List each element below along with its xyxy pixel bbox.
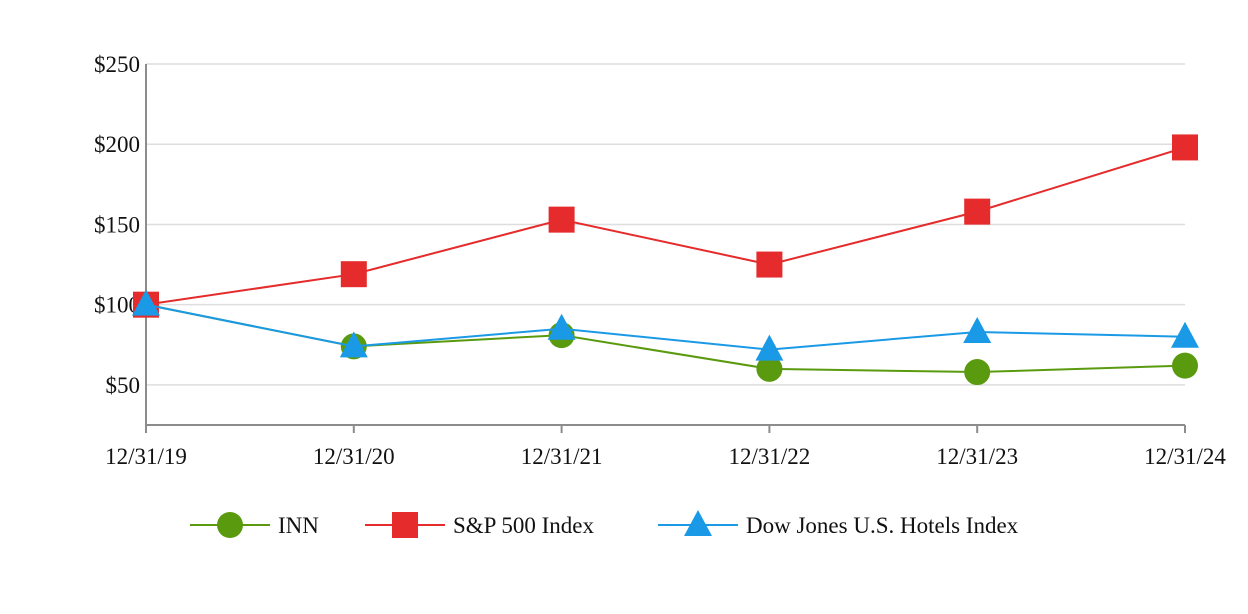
data-point-circle xyxy=(1172,352,1198,379)
data-point-square xyxy=(756,251,783,278)
x-tick-label: 12/31/24 xyxy=(1144,444,1226,469)
legend: INN S&P 500 Index Dow Jones U.S. Hotels In… xyxy=(190,510,1019,538)
x-tick-label: 12/31/20 xyxy=(313,444,395,469)
y-tick-label: $100 xyxy=(94,293,140,318)
x-tick-label: 12/31/19 xyxy=(105,444,187,469)
data-point-triangle xyxy=(755,334,784,361)
data-point-circle xyxy=(756,355,783,382)
legend-marker-triangle xyxy=(684,510,712,536)
x-tick-label: 12/31/23 xyxy=(936,444,1018,469)
data-point-square xyxy=(340,261,367,288)
y-tick-label: $200 xyxy=(94,132,140,157)
legend-label: INN xyxy=(278,513,319,538)
data-point-triangle xyxy=(547,313,576,340)
series-triangle xyxy=(132,289,1199,361)
legend-marker-square xyxy=(392,512,418,538)
data-series xyxy=(132,134,1199,386)
series-line xyxy=(145,146,1186,306)
data-point-circle xyxy=(964,359,991,386)
legend-item: Dow Jones U.S. Hotels Index xyxy=(658,510,1019,538)
data-point-triangle xyxy=(339,331,368,358)
data-point-square xyxy=(964,198,991,225)
y-tick-label: $50 xyxy=(106,373,141,398)
y-tick-label: $150 xyxy=(94,212,140,237)
legend-label: Dow Jones U.S. Hotels Index xyxy=(746,513,1019,538)
x-axis-tick-labels: 12/31/19 12/31/20 12/31/21 12/31/22 12/31/23… xyxy=(105,444,1226,469)
legend-item: S&P 500 Index xyxy=(365,512,594,538)
legend-item: INN xyxy=(190,512,319,538)
data-point-triangle xyxy=(132,289,160,316)
data-point-square xyxy=(1172,134,1198,161)
axes xyxy=(145,64,1186,433)
data-point-square xyxy=(548,206,575,233)
series-square xyxy=(133,134,1198,318)
series-line xyxy=(145,303,1186,351)
legend-label: S&P 500 Index xyxy=(453,513,594,538)
y-axis-tick-labels: $50 $100 $150 $200 $250 xyxy=(94,52,140,398)
gridlines xyxy=(146,63,1185,386)
y-tick-label: $250 xyxy=(94,52,140,77)
x-tick-label: 12/31/22 xyxy=(729,444,811,469)
data-point-triangle xyxy=(1171,321,1199,348)
x-tick-label: 12/31/21 xyxy=(521,444,603,469)
data-point-triangle xyxy=(963,316,992,343)
legend-marker-circle xyxy=(217,512,243,538)
